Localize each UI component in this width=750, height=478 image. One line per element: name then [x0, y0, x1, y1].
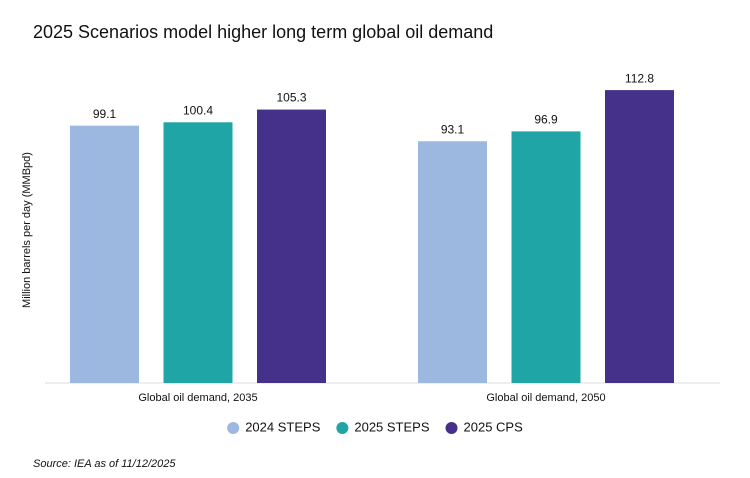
- legend-marker: [227, 422, 240, 434]
- bar: [605, 90, 674, 383]
- bar: [511, 131, 581, 383]
- legend-label: 2024 STEPS: [245, 419, 320, 434]
- legend-label: 2025 STEPS: [354, 419, 429, 434]
- bar: [70, 125, 139, 383]
- x-tick-label: Global oil demand, 2035: [138, 392, 257, 404]
- bar: [257, 109, 326, 384]
- data-label: 93.1: [441, 122, 465, 136]
- bar: [163, 122, 233, 383]
- source-note: Source: IEA as of 11/12/2025: [33, 458, 176, 470]
- bar: [418, 141, 487, 383]
- x-tick-label: Global oil demand, 2050: [486, 392, 605, 404]
- data-label: 96.9: [534, 113, 558, 127]
- data-label: 112.8: [625, 71, 654, 85]
- data-label: 105.3: [276, 91, 306, 105]
- chart-title: 2025 Scenarios model higher long term gl…: [33, 22, 493, 42]
- data-label: 100.4: [183, 103, 213, 117]
- y-axis-label: Million barrels per day (MMBpd): [21, 152, 33, 308]
- data-label: 99.1: [93, 107, 117, 121]
- legend-label: 2025 CPS: [464, 419, 524, 434]
- legend-marker: [336, 422, 349, 434]
- legend-marker: [445, 422, 458, 434]
